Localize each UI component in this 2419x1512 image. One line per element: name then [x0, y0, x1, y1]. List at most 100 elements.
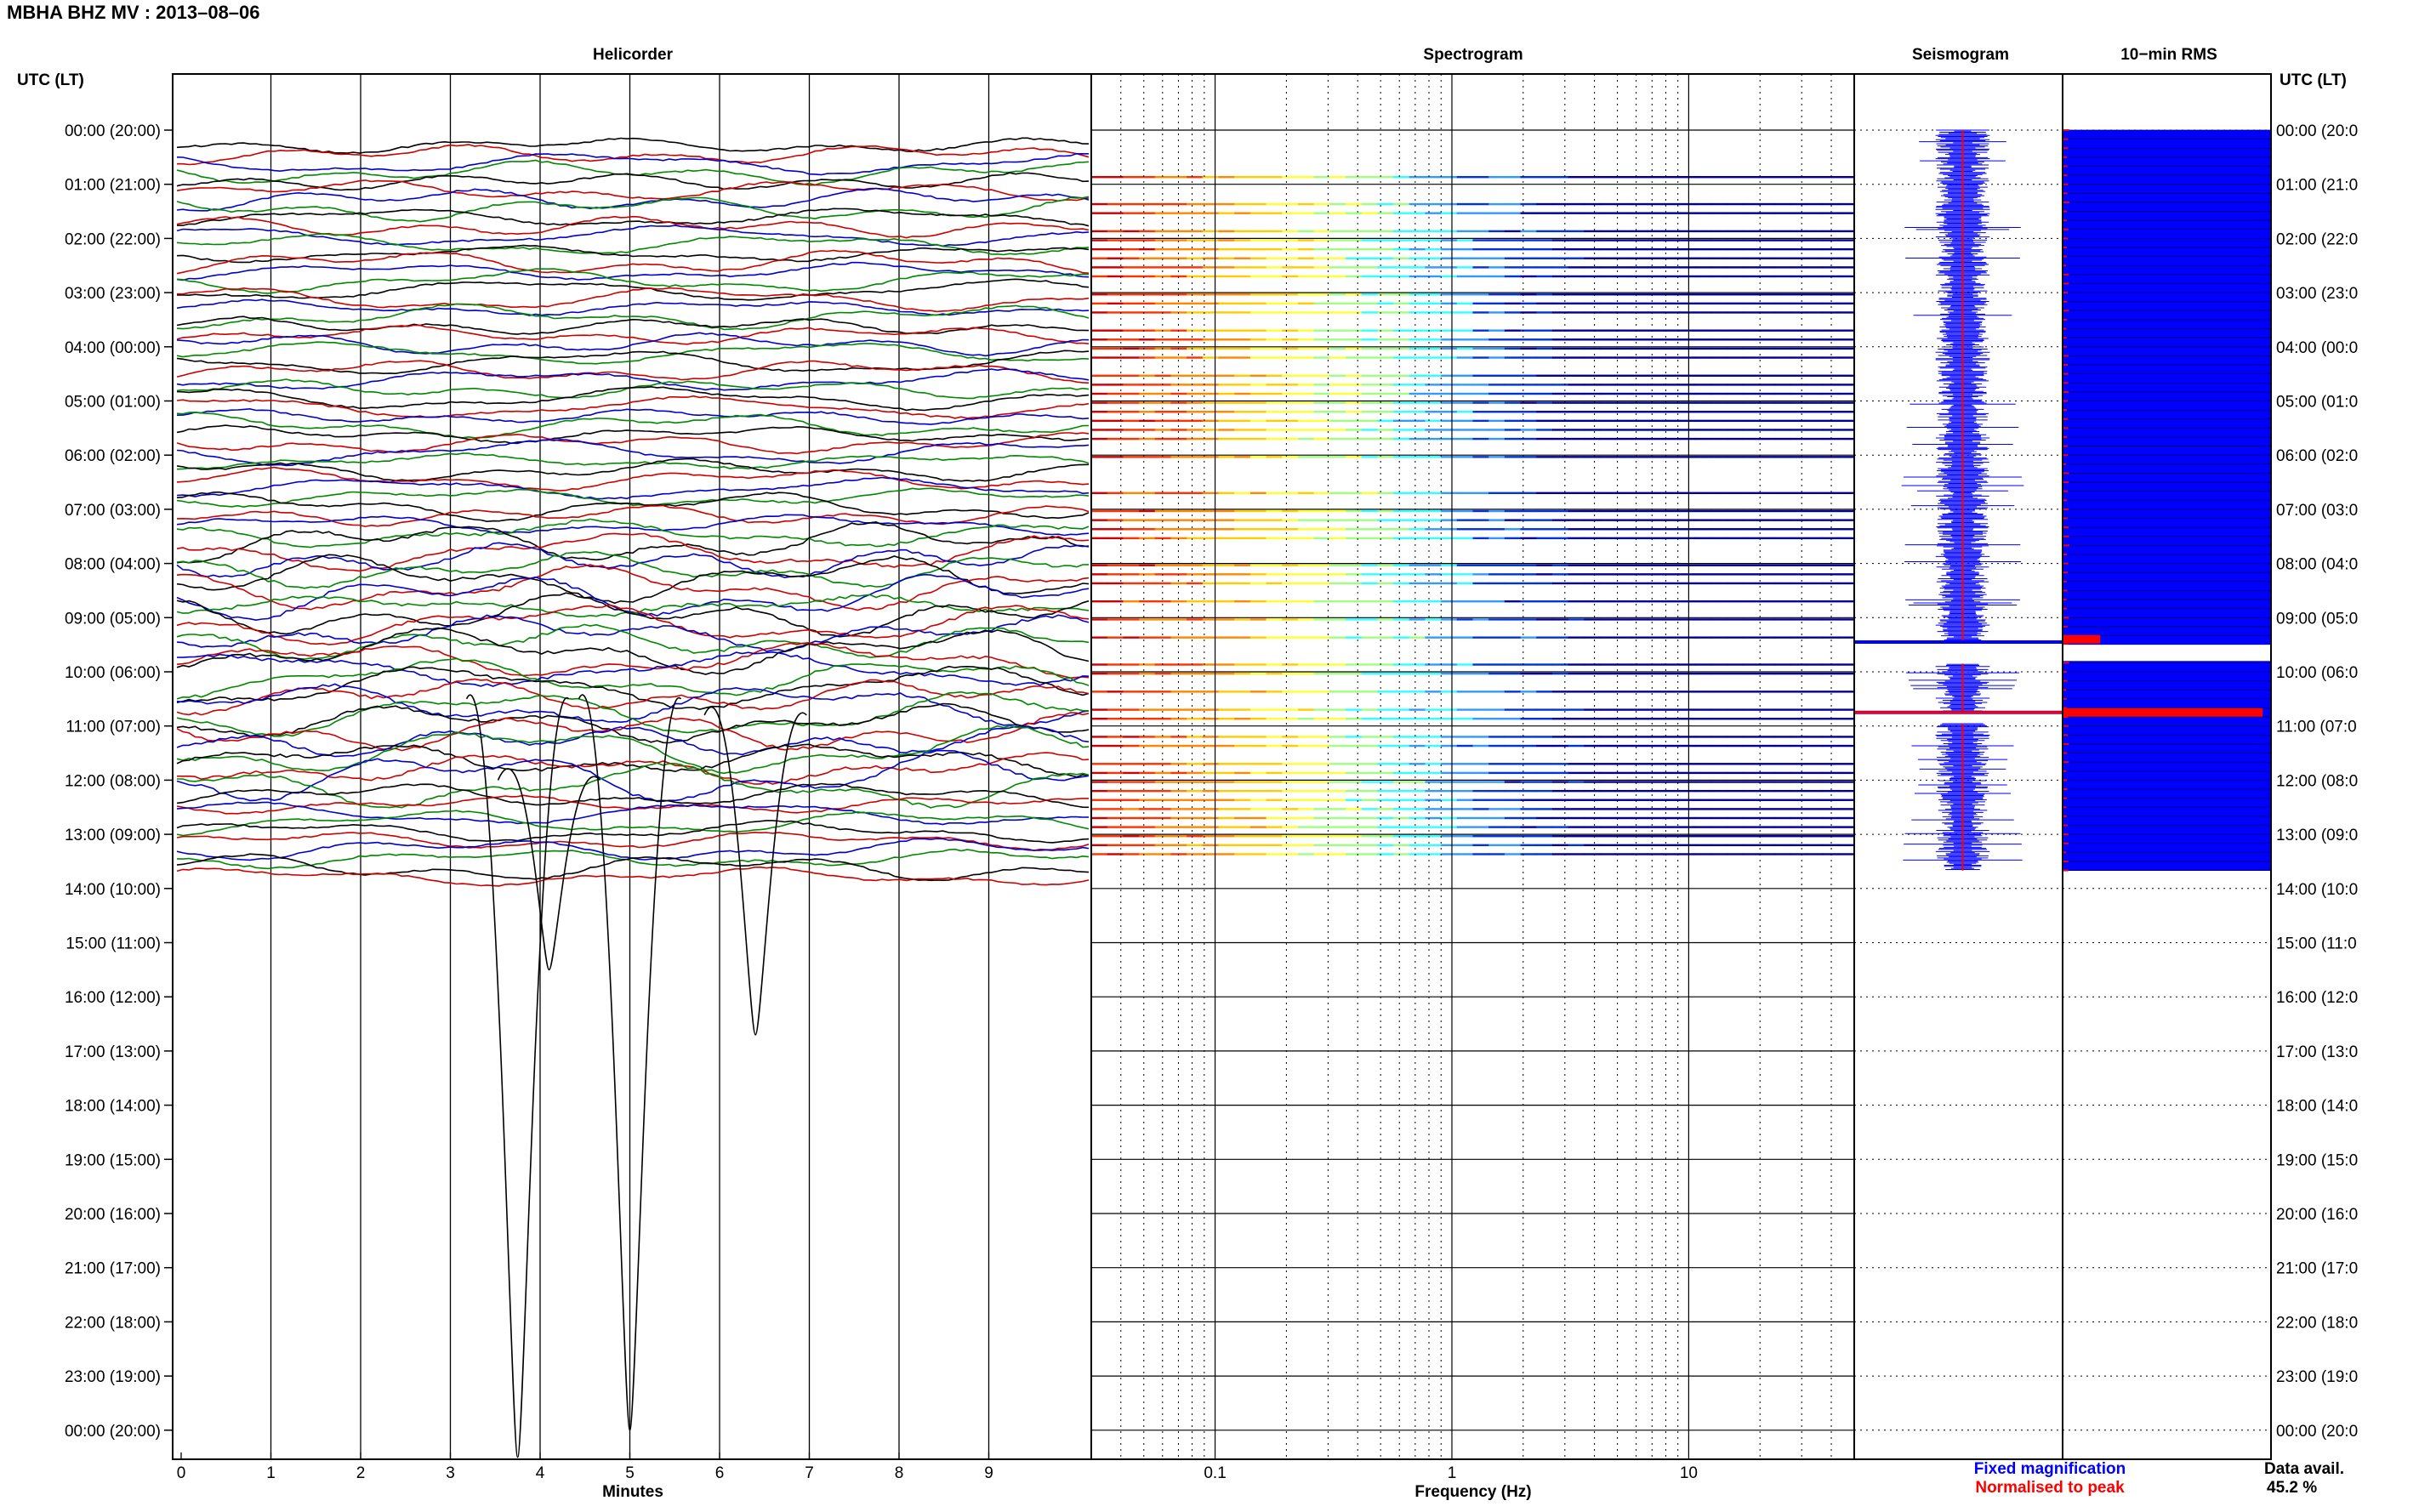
spectrogram-cell [1600, 411, 1617, 413]
helicorder-trace [176, 627, 1090, 675]
spectrogram-cell [1456, 853, 1473, 855]
spectrogram-cell [1758, 509, 1776, 513]
spectrogram-cell [1377, 437, 1394, 441]
spectrogram-cell [1710, 437, 1727, 441]
spectrogram-cell [1234, 176, 1251, 179]
spectrogram-cell [1393, 718, 1410, 720]
spectrogram-cell [1615, 275, 1632, 278]
spectrogram-cell [1615, 509, 1632, 513]
spectrogram-cell [1441, 266, 1458, 269]
helicorder-trace [176, 518, 1090, 549]
spectrogram-cell [1139, 672, 1156, 675]
spectrogram-cell [1806, 763, 1824, 765]
spectrogram-cell [1187, 537, 1204, 540]
spectrogram-cell [1536, 411, 1553, 413]
spectrogram-cell [1710, 808, 1727, 810]
spectrogram-cell [1710, 257, 1727, 259]
spectrogram-cell [1409, 338, 1426, 341]
spectrogram-cell [1266, 338, 1283, 341]
spectrogram-cell [1584, 230, 1601, 233]
spectrogram-cell [1377, 275, 1394, 278]
helicorder-trace [176, 752, 1090, 785]
spectrogram-cell [1139, 311, 1156, 314]
hour-label-left: 13:00 (09:00) [65, 827, 161, 844]
spectrogram-cell [1838, 564, 1855, 566]
spectrogram-cell [1520, 509, 1537, 513]
spectrogram-cell [1568, 826, 1585, 828]
spectrogram-cell [1838, 257, 1855, 259]
spectrogram-cell [1202, 392, 1219, 395]
spectrogram-cell [1584, 618, 1601, 621]
spectrogram-cell [1679, 356, 1696, 359]
spectrogram-cell [1282, 618, 1299, 621]
spectrogram-cell [1170, 437, 1187, 441]
rms-normalised-bar [2063, 607, 2068, 610]
spectrogram-cell [1520, 275, 1537, 278]
spectrogram-cell [1568, 618, 1585, 621]
spectrogram-cell [1107, 853, 1124, 855]
spectrogram-cell [1313, 663, 1330, 666]
spectrogram-cell [1202, 230, 1219, 233]
spectrogram-cell [1648, 401, 1665, 404]
spectrogram-cell [1631, 519, 1648, 521]
rms-normalised-bar [2063, 571, 2068, 574]
spectrogram-cell [1393, 853, 1410, 855]
spectrogram-cell [1568, 718, 1585, 720]
spectrogram-cell [1249, 736, 1267, 738]
spectrogram-cell [1393, 672, 1410, 675]
spectrogram-cell [1710, 456, 1727, 458]
spectrogram-cell [1346, 528, 1363, 531]
spectrogram-cell [1504, 429, 1522, 431]
spectrogram-cell [1615, 492, 1632, 494]
spectrogram-cell [1806, 663, 1824, 666]
spectrogram-cell [1727, 230, 1744, 233]
spectrogram-cell [1520, 808, 1537, 810]
spectrogram-cell [1297, 816, 1315, 820]
spectrogram-cell [1154, 509, 1171, 513]
spectrogram-cell [1187, 429, 1204, 431]
spectrogram-cell [1648, 708, 1665, 711]
spectrogram-cell [1441, 212, 1458, 214]
spectrogram-cell [1329, 456, 1346, 458]
spectrogram-cell [1393, 302, 1410, 305]
spectrogram-cell [1218, 384, 1235, 386]
spectrogram-cell [1234, 347, 1251, 350]
spectrogram-cell [1377, 672, 1394, 675]
spectrogram-cell [1584, 564, 1601, 566]
spectrogram-cell [1170, 338, 1187, 341]
spectrogram-cell [1710, 708, 1727, 711]
rms-normalised-bar [2063, 544, 2069, 547]
spectrogram-cell [1520, 835, 1537, 838]
spectrogram-cell [1504, 302, 1522, 305]
spectrogram-cell [1091, 718, 1108, 720]
spectrogram-cell [1154, 708, 1171, 711]
spectrogram-cell [1648, 230, 1665, 233]
spectrogram-cell [1329, 302, 1346, 305]
spectrogram-cell [1822, 230, 1839, 233]
spectrogram-cell [1282, 663, 1299, 666]
spectrogram-title: Spectrogram [1423, 46, 1523, 64]
spectrogram-cell [1488, 519, 1505, 521]
spectrogram-cell [1282, 492, 1299, 494]
spectrogram-cell [1504, 356, 1522, 359]
rms-normalised-bar [2063, 625, 2068, 628]
spectrogram-cell [1282, 429, 1299, 431]
spectrogram-cell [1806, 266, 1824, 269]
data-availability-value: 45.2 % [2267, 1479, 2317, 1497]
spectrogram-cell [1568, 492, 1585, 494]
rms-normalised-bar [2063, 463, 2067, 465]
spectrogram-cell [1822, 844, 1839, 847]
spectrogram-cell [1806, 329, 1824, 332]
spectrogram-cell [1774, 826, 1791, 828]
spectrogram-cell [1218, 257, 1235, 259]
rms-normalised-bar [2063, 481, 2069, 484]
spectrogram-cell [1774, 384, 1791, 386]
spectrogram-cell [1758, 329, 1776, 332]
spectrogram-cell [1584, 212, 1601, 214]
spectrogram-cell [1202, 257, 1219, 259]
spectrogram-cell [1218, 266, 1235, 269]
helicorder-swing [497, 768, 601, 971]
spectrogram-cell [1329, 789, 1346, 793]
spectrogram-cell [1123, 799, 1140, 801]
spectrogram-cell [1313, 347, 1330, 350]
